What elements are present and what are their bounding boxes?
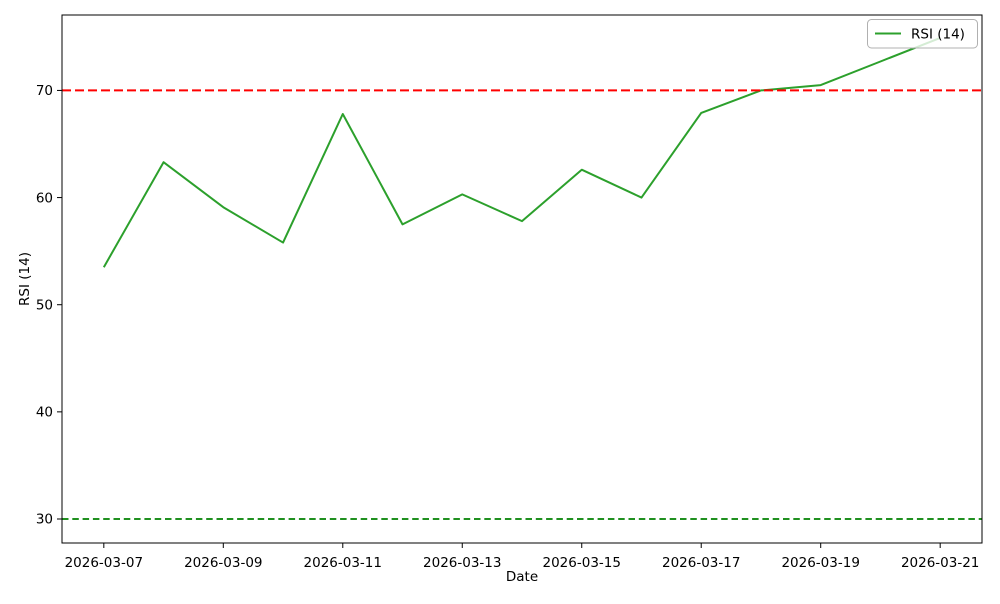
reference-lines-layer xyxy=(62,89,982,520)
legend: RSI (14) xyxy=(867,19,978,49)
y-tick-label: 70 xyxy=(36,83,53,99)
x-axis-label: Date xyxy=(506,569,538,585)
y-tick-label: 50 xyxy=(36,297,53,313)
axes-layer: 30 40 50 60 70 2026-03-07 2026-03-09 2026-03-11… xyxy=(17,14,983,585)
series-line-0 xyxy=(102,36,941,268)
legend-box xyxy=(867,19,978,49)
legend-label: RSI (14) xyxy=(911,27,965,43)
y-axis-label: RSI (14) xyxy=(17,252,33,306)
y-tick-label: 30 xyxy=(36,512,53,528)
x-tick-label: 2026-03-15 xyxy=(543,555,621,571)
series-layer xyxy=(102,36,941,268)
x-tick-label: 2026-03-19 xyxy=(781,555,859,571)
x-tick-label: 2026-03-17 xyxy=(662,555,740,571)
x-tick-label: 2026-03-21 xyxy=(901,555,979,571)
plot-border xyxy=(61,14,983,544)
ticks-layer: 30 40 50 60 70 2026-03-07 2026-03-09 2026-03-11… xyxy=(36,83,980,571)
y-tick-label: 60 xyxy=(36,190,53,206)
x-tick-label: 2026-03-11 xyxy=(304,555,382,571)
x-tick-label: 2026-03-13 xyxy=(423,555,501,571)
x-tick-label: 2026-03-09 xyxy=(184,555,262,571)
x-tick-label: 2026-03-07 xyxy=(65,555,143,571)
y-tick-label: 40 xyxy=(36,405,53,421)
